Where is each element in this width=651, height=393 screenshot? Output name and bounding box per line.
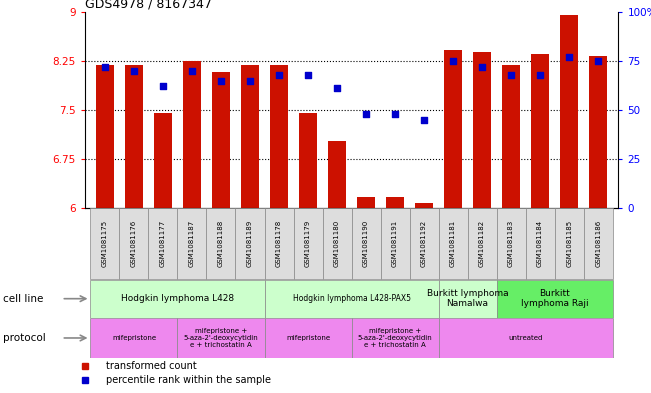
Bar <box>352 318 439 358</box>
Point <box>245 77 255 84</box>
Point <box>564 54 574 60</box>
Bar <box>357 196 375 208</box>
Point <box>361 111 371 117</box>
Text: GSM1081184: GSM1081184 <box>537 220 543 267</box>
Bar <box>503 65 519 208</box>
Bar <box>415 203 433 208</box>
Bar <box>236 208 264 279</box>
Bar <box>294 208 322 279</box>
Bar <box>242 65 258 208</box>
Text: GDS4978 / 8167347: GDS4978 / 8167347 <box>85 0 212 11</box>
Text: GSM1081185: GSM1081185 <box>566 220 572 267</box>
Point <box>303 72 313 78</box>
Point <box>506 72 516 78</box>
Bar <box>584 208 613 279</box>
Text: GSM1081188: GSM1081188 <box>218 220 224 267</box>
Bar <box>328 141 346 208</box>
Point <box>390 111 400 117</box>
Text: GSM1081178: GSM1081178 <box>276 220 282 267</box>
Text: mifepristone +
5-aza-2'-deoxycytidin
e + trichostatin A: mifepristone + 5-aza-2'-deoxycytidin e +… <box>357 328 432 348</box>
Bar <box>212 72 230 208</box>
Point <box>158 83 168 90</box>
Point <box>535 72 546 78</box>
Bar <box>96 65 114 208</box>
Bar <box>561 15 578 208</box>
Bar <box>589 56 607 208</box>
Bar <box>497 208 525 279</box>
Text: GSM1081183: GSM1081183 <box>508 220 514 267</box>
Bar <box>439 280 497 318</box>
Bar <box>409 208 439 279</box>
Text: GSM1081190: GSM1081190 <box>363 220 369 267</box>
Bar <box>264 318 352 358</box>
Text: mifepristone: mifepristone <box>112 335 156 341</box>
Bar <box>119 208 148 279</box>
Text: GSM1081181: GSM1081181 <box>450 220 456 267</box>
Text: GSM1081179: GSM1081179 <box>305 220 311 267</box>
Point <box>332 85 342 92</box>
Bar <box>270 65 288 208</box>
Bar <box>264 280 439 318</box>
Point <box>419 117 429 123</box>
Bar <box>178 208 206 279</box>
Point <box>593 58 603 64</box>
Bar <box>497 280 613 318</box>
Point <box>129 68 139 74</box>
Bar <box>467 208 497 279</box>
Point <box>448 58 458 64</box>
Bar <box>206 208 236 279</box>
Text: untreated: untreated <box>508 335 543 341</box>
Point <box>477 64 488 70</box>
Text: Burkitt
lymphoma Raji: Burkitt lymphoma Raji <box>521 289 589 309</box>
Bar <box>90 280 264 318</box>
Text: cell line: cell line <box>3 294 44 304</box>
Text: GSM1081189: GSM1081189 <box>247 220 253 267</box>
Text: mifepristone: mifepristone <box>286 335 330 341</box>
Bar <box>439 318 613 358</box>
Text: Hodgkin lymphoma L428: Hodgkin lymphoma L428 <box>121 294 234 303</box>
Text: GSM1081182: GSM1081182 <box>479 220 485 267</box>
Bar <box>555 208 584 279</box>
Text: GSM1081192: GSM1081192 <box>421 220 427 267</box>
Bar <box>473 52 491 208</box>
Text: GSM1081180: GSM1081180 <box>334 220 340 267</box>
Bar <box>445 50 462 208</box>
Text: Hodgkin lymphoma L428-PAX5: Hodgkin lymphoma L428-PAX5 <box>292 294 411 303</box>
Bar <box>154 113 172 208</box>
Text: protocol: protocol <box>3 333 46 343</box>
Text: GSM1081191: GSM1081191 <box>392 220 398 267</box>
Text: transformed count: transformed count <box>106 361 197 371</box>
Bar <box>125 65 143 208</box>
Bar <box>381 208 409 279</box>
Text: GSM1081187: GSM1081187 <box>189 220 195 267</box>
Text: GSM1081177: GSM1081177 <box>160 220 166 267</box>
Bar <box>184 61 201 208</box>
Bar <box>148 208 178 279</box>
Bar <box>299 113 317 208</box>
Text: mifepristone +
5-aza-2'-deoxycytidin
e + trichostatin A: mifepristone + 5-aza-2'-deoxycytidin e +… <box>184 328 258 348</box>
Bar <box>386 196 404 208</box>
Text: percentile rank within the sample: percentile rank within the sample <box>106 375 271 385</box>
Text: GSM1081176: GSM1081176 <box>131 220 137 267</box>
Bar <box>439 208 467 279</box>
Bar <box>531 54 549 208</box>
Text: GSM1081186: GSM1081186 <box>595 220 601 267</box>
Bar <box>178 318 264 358</box>
Bar <box>90 318 178 358</box>
Point <box>100 64 110 70</box>
Text: GSM1081175: GSM1081175 <box>102 220 108 267</box>
Point <box>187 68 197 74</box>
Bar <box>90 208 119 279</box>
Point <box>274 72 284 78</box>
Bar <box>264 208 294 279</box>
Text: Burkitt lymphoma
Namalwa: Burkitt lymphoma Namalwa <box>427 289 508 309</box>
Bar <box>322 208 352 279</box>
Bar <box>525 208 555 279</box>
Point <box>215 77 226 84</box>
Bar <box>352 208 381 279</box>
